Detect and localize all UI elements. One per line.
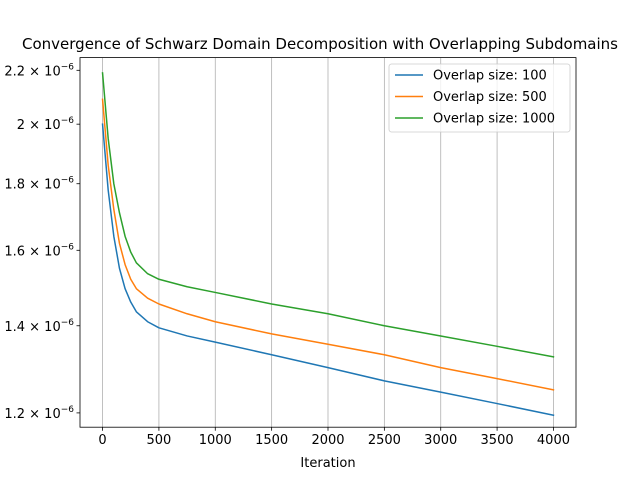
x-tick-label: 2000	[311, 433, 344, 448]
y-tick-label: 2.2 × 10−6	[4, 62, 74, 79]
y-tick-label: 1.6 × 10−6	[4, 242, 74, 259]
x-axis-ticks: 0 500 1000 1500 2000 2500 3000 3500 4000	[98, 427, 570, 448]
x-tick-label: 1000	[199, 433, 232, 448]
series-line	[101, 72, 555, 358]
y-axis-ticks: 1.2 × 10−6 1.4 × 10−6 1.6 × 10−6 1.8 × 10−6…	[4, 62, 80, 422]
x-tick-label: 1500	[255, 433, 288, 448]
x-tick-label: 500	[146, 433, 171, 448]
series-line	[101, 123, 555, 417]
x-axis-label: Iteration	[300, 456, 355, 471]
legend-entry: Overlap size: 100	[433, 69, 547, 84]
x-tick-label: 2500	[368, 433, 401, 448]
legend: Overlap size: 100 Overlap size: 500 Overla…	[388, 63, 571, 133]
legend-entry: Overlap size: 1000	[433, 112, 555, 127]
y-tick-label: 1.2 × 10−6	[4, 405, 74, 422]
x-tick-label: 0	[98, 433, 106, 448]
y-tick-label: 1.8 × 10−6	[4, 176, 74, 193]
x-tick-label: 3500	[481, 433, 514, 448]
legend-box	[388, 63, 571, 133]
y-tick-label: 2 × 10−6	[17, 116, 75, 133]
x-tick-label: 4000	[537, 433, 570, 448]
chart-title: Convergence of Schwarz Domain Decomposit…	[22, 35, 618, 53]
y-tick-label: 1.4 × 10−6	[4, 318, 74, 335]
legend-entry: Overlap size: 500	[433, 90, 547, 105]
series-line	[101, 98, 555, 391]
series-layer	[101, 72, 555, 417]
x-tick-label: 3000	[424, 433, 457, 448]
